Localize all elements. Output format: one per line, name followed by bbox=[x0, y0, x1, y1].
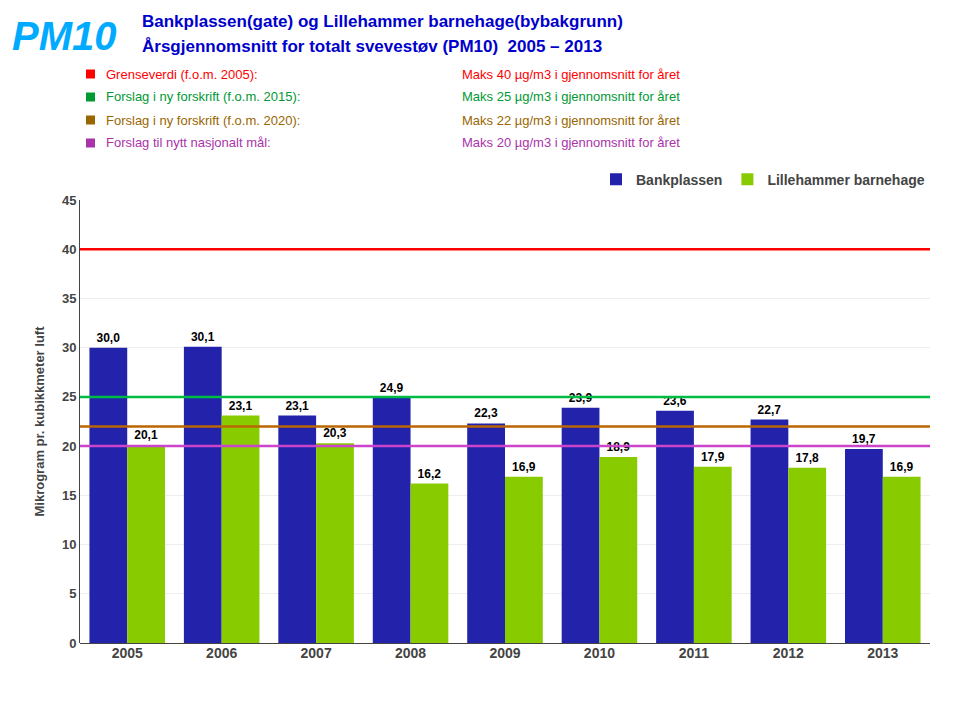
svg-text:30: 30 bbox=[62, 340, 76, 355]
svg-text:Maks 25 µg/m3 i gjennomsnitt f: Maks 25 µg/m3 i gjennomsnitt for året bbox=[462, 89, 680, 104]
svg-text:Forslag i ny forskrift (f.o.m.: Forslag i ny forskrift (f.o.m. 2015): bbox=[106, 89, 300, 104]
svg-text:2009: 2009 bbox=[489, 645, 520, 661]
svg-text:20: 20 bbox=[62, 439, 76, 454]
svg-text:23,6: 23,6 bbox=[663, 394, 687, 408]
svg-text:Maks 40 µg/m3 i gjennomsnitt f: Maks 40 µg/m3 i gjennomsnitt for året bbox=[462, 67, 680, 82]
svg-text:19,7: 19,7 bbox=[852, 432, 876, 446]
svg-text:30,1: 30,1 bbox=[191, 330, 215, 344]
svg-text:16,2: 16,2 bbox=[418, 467, 442, 481]
svg-text:22,7: 22,7 bbox=[758, 403, 782, 417]
svg-text:Maks 20 µg/m3 i gjennomsnitt f: Maks 20 µg/m3 i gjennomsnitt for året bbox=[462, 135, 680, 150]
svg-text:0: 0 bbox=[69, 636, 76, 651]
svg-text:17,8: 17,8 bbox=[795, 451, 819, 465]
svg-text:10: 10 bbox=[62, 537, 76, 552]
svg-text:45: 45 bbox=[62, 193, 76, 208]
svg-text:2007: 2007 bbox=[301, 645, 332, 661]
svg-text:20,3: 20,3 bbox=[323, 426, 347, 440]
svg-text:40: 40 bbox=[62, 242, 76, 257]
svg-text:30,0: 30,0 bbox=[96, 331, 120, 345]
svg-text:2012: 2012 bbox=[773, 645, 804, 661]
svg-text:25: 25 bbox=[62, 389, 76, 404]
svg-text:24,9: 24,9 bbox=[380, 381, 404, 395]
svg-text:35: 35 bbox=[62, 291, 76, 306]
svg-text:Årsgjennomsnitt for totalt sve: Årsgjennomsnitt for totalt svevestøv (PM… bbox=[142, 37, 602, 56]
svg-text:Maks 22 µg/m3 i gjennomsnitt f: Maks 22 µg/m3 i gjennomsnitt for året bbox=[462, 113, 680, 128]
svg-text:15: 15 bbox=[62, 488, 76, 503]
svg-text:Lillehammer barnehage: Lillehammer barnehage bbox=[767, 172, 924, 188]
svg-text:22,3: 22,3 bbox=[474, 406, 498, 420]
svg-text:2006: 2006 bbox=[206, 645, 237, 661]
svg-text:16,9: 16,9 bbox=[512, 460, 536, 474]
svg-text:Bankplassen: Bankplassen bbox=[636, 172, 722, 188]
svg-text:2008: 2008 bbox=[395, 645, 426, 661]
svg-text:Forslag til nytt nasjonalt mål: Forslag til nytt nasjonalt mål: bbox=[106, 135, 271, 150]
svg-text:23,9: 23,9 bbox=[569, 391, 593, 405]
svg-text:2010: 2010 bbox=[584, 645, 615, 661]
svg-text:Bankplassen(gate) og Lillehamm: Bankplassen(gate) og Lillehammer barneha… bbox=[142, 12, 623, 31]
svg-text:20,1: 20,1 bbox=[134, 428, 158, 442]
svg-text:17,9: 17,9 bbox=[701, 450, 725, 464]
svg-text:PM10: PM10 bbox=[12, 14, 117, 58]
svg-text:Grenseverdi (f.o.m. 2005):: Grenseverdi (f.o.m. 2005): bbox=[106, 67, 258, 82]
svg-text:16,9: 16,9 bbox=[890, 460, 914, 474]
svg-text:23,1: 23,1 bbox=[285, 399, 309, 413]
svg-text:18,9: 18,9 bbox=[606, 440, 630, 454]
svg-text:5: 5 bbox=[69, 586, 76, 601]
svg-text:Mikrogram pr. kubikkmeter luft: Mikrogram pr. kubikkmeter luft bbox=[32, 326, 47, 517]
svg-text:2005: 2005 bbox=[112, 645, 143, 661]
svg-text:2013: 2013 bbox=[867, 645, 898, 661]
svg-text:23,1: 23,1 bbox=[229, 399, 253, 413]
svg-text:Forslag i ny forskrift (f.o.m.: Forslag i ny forskrift (f.o.m. 2020): bbox=[106, 113, 300, 128]
svg-text:2011: 2011 bbox=[679, 645, 710, 661]
